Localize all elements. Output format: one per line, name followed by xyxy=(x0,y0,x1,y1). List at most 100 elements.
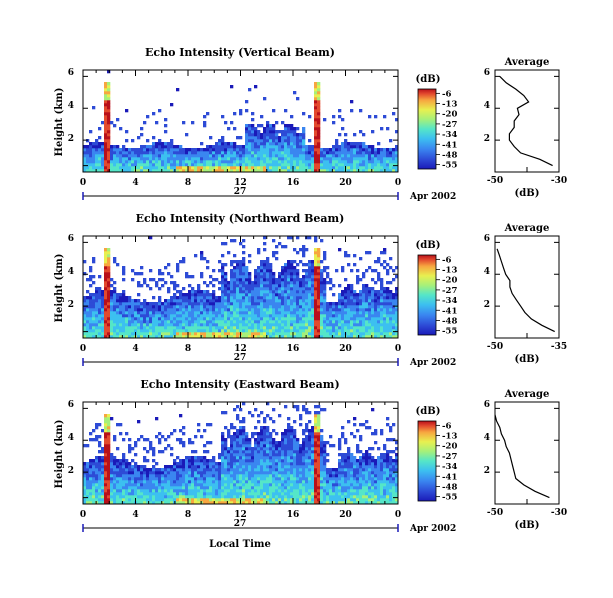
heat-cell xyxy=(281,121,285,125)
heat-cell xyxy=(86,166,90,170)
heat-cell xyxy=(92,477,96,481)
heat-cell xyxy=(365,302,369,306)
heat-cell xyxy=(122,163,126,167)
heat-cell xyxy=(188,296,192,300)
heat-cell xyxy=(242,272,246,276)
heat-cell xyxy=(221,492,225,496)
heat-cell xyxy=(329,151,333,155)
heat-cell xyxy=(254,432,258,436)
heat-cell xyxy=(290,157,294,161)
heat-cell xyxy=(95,166,99,170)
heat-cell xyxy=(149,269,153,273)
heat-cell xyxy=(284,471,288,475)
heat-cell xyxy=(224,121,228,125)
heat-cell xyxy=(182,426,186,430)
heat-cell xyxy=(362,290,366,294)
heat-cell xyxy=(344,302,348,306)
heat-cell xyxy=(350,148,354,152)
heat-cell xyxy=(92,483,96,487)
heat-cell xyxy=(95,160,99,164)
heat-cell xyxy=(221,142,225,146)
heat-cell xyxy=(137,468,141,472)
heat-cell xyxy=(152,148,156,152)
heat-cell xyxy=(116,486,120,490)
heat-cell xyxy=(83,160,87,164)
heat-cell xyxy=(302,145,306,149)
heat-cell xyxy=(269,492,273,496)
heat-cell xyxy=(284,495,288,499)
heat-cell xyxy=(227,281,231,285)
heat-cell xyxy=(356,148,360,152)
heat-cell xyxy=(197,314,201,318)
heat-cell xyxy=(242,335,246,339)
heat-cell xyxy=(230,121,234,125)
heat-cell xyxy=(242,157,246,161)
heat-cell xyxy=(194,332,198,336)
heat-cell xyxy=(383,329,387,333)
heat-cell xyxy=(293,269,297,273)
heat-cell xyxy=(302,133,306,137)
heat-cell xyxy=(332,154,336,158)
heat-cell xyxy=(221,495,225,499)
heat-cell xyxy=(275,483,279,487)
heat-cell xyxy=(155,335,159,339)
heat-cell xyxy=(95,305,99,309)
heat-cell xyxy=(164,326,168,330)
heat-cell xyxy=(263,462,267,466)
heat-cell xyxy=(359,293,363,297)
heat-cell xyxy=(203,124,207,128)
heat-cell xyxy=(281,477,285,481)
heat-cell xyxy=(392,329,396,333)
heat-cell xyxy=(344,299,348,303)
heat-cell xyxy=(113,296,117,300)
heat-cell xyxy=(314,236,318,240)
heat-cell xyxy=(194,450,198,454)
heat-cell xyxy=(272,281,276,285)
heat-cell xyxy=(224,477,228,481)
heat-cell xyxy=(260,453,264,457)
heat-cell xyxy=(164,323,168,327)
heat-cell xyxy=(95,296,99,300)
heat-cell xyxy=(176,326,180,330)
heat-cell xyxy=(98,302,102,306)
heat-cell xyxy=(236,405,240,409)
heat-cell xyxy=(116,148,120,152)
heat-cell xyxy=(107,483,111,487)
heat-cell xyxy=(356,142,360,146)
heat-cell xyxy=(101,462,105,466)
heat-cell xyxy=(131,459,135,463)
heat-cell xyxy=(212,498,216,502)
heat-cell xyxy=(269,432,273,436)
heat-cell xyxy=(107,290,111,294)
heat-cell xyxy=(104,103,108,107)
heat-cell xyxy=(209,459,213,463)
heat-cell xyxy=(170,432,174,436)
heat-cell xyxy=(344,296,348,300)
heat-cell xyxy=(167,157,171,161)
heat-cell xyxy=(263,263,267,267)
heat-cell xyxy=(239,151,243,155)
heat-cell xyxy=(308,236,312,240)
heat-cell xyxy=(392,311,396,315)
heat-cell xyxy=(122,302,126,306)
heat-cell xyxy=(86,323,90,327)
heat-cell xyxy=(239,477,243,481)
heat-cell xyxy=(248,501,252,505)
heat-cell xyxy=(155,311,159,315)
heat-cell xyxy=(152,498,156,502)
heat-cell xyxy=(365,317,369,321)
heat-cell xyxy=(98,151,102,155)
heat-cell xyxy=(236,329,240,333)
heat-cell xyxy=(308,148,312,152)
heat-cell xyxy=(308,281,312,285)
heat-cell xyxy=(320,299,324,303)
heat-cell xyxy=(101,474,105,478)
heat-cell xyxy=(194,311,198,315)
heat-cell xyxy=(236,308,240,312)
heat-cell xyxy=(137,299,141,303)
heat-cell xyxy=(104,106,108,110)
heat-cell xyxy=(281,139,285,143)
heat-cell xyxy=(245,100,249,104)
heat-cell xyxy=(296,97,300,101)
heat-cell xyxy=(359,166,363,170)
